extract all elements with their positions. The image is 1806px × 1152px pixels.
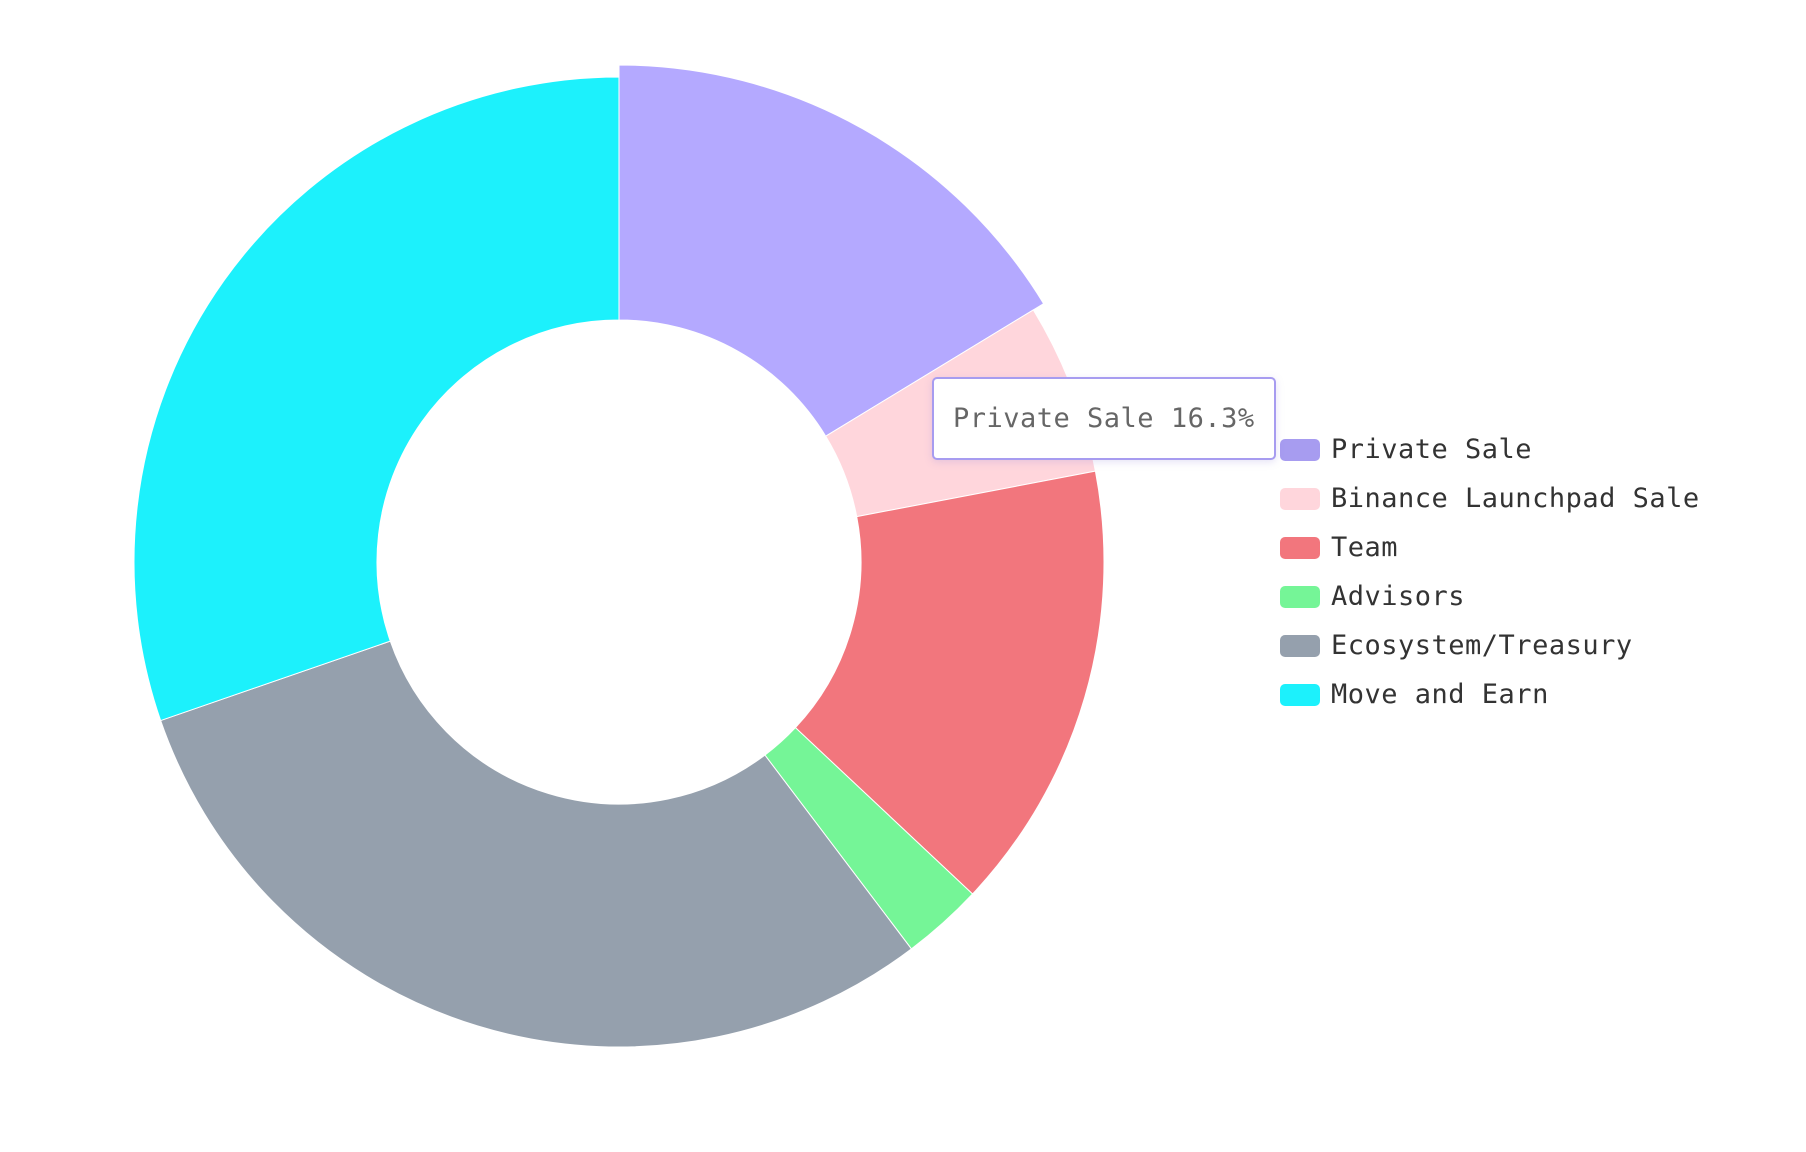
legend-swatch xyxy=(1280,585,1320,608)
legend-item-advisors[interactable]: Advisors xyxy=(1280,572,1700,621)
legend-swatch xyxy=(1280,683,1320,706)
legend-swatch xyxy=(1280,634,1320,657)
legend-item-binance-launchpad-sale[interactable]: Binance Launchpad Sale xyxy=(1280,474,1700,523)
legend-label: Binance Launchpad Sale xyxy=(1331,483,1700,514)
legend-item-private-sale[interactable]: Private Sale xyxy=(1280,425,1700,474)
legend-swatch xyxy=(1280,536,1320,559)
legend-item-move-and-earn[interactable]: Move and Earn xyxy=(1280,670,1700,719)
legend-label: Ecosystem/Treasury xyxy=(1331,630,1633,661)
slice-private-sale[interactable] xyxy=(618,64,1045,437)
slice-ecosystem-treasury[interactable] xyxy=(160,640,913,1048)
legend-label: Move and Earn xyxy=(1331,679,1549,710)
legend-label: Team xyxy=(1331,532,1399,563)
legend-label: Private Sale xyxy=(1331,434,1533,465)
tooltip-value: 16.3% xyxy=(1170,403,1255,434)
chart-legend: Private Sale Binance Launchpad Sale Team Ad… xyxy=(1280,425,1700,719)
slice-move-and-earn[interactable] xyxy=(133,76,620,722)
slice-team[interactable] xyxy=(794,470,1105,895)
legend-label: Advisors xyxy=(1331,581,1466,612)
legend-item-ecosystem-treasury[interactable]: Ecosystem/Treasury xyxy=(1280,621,1700,670)
legend-swatch xyxy=(1280,438,1320,461)
tooltip-label: Private Sale xyxy=(953,403,1155,434)
tooltip-text: Private Sale 16.3% xyxy=(953,403,1255,434)
legend-swatch xyxy=(1280,487,1320,510)
chart-tooltip: Private Sale 16.3% xyxy=(932,377,1276,460)
legend-item-team[interactable]: Team xyxy=(1280,523,1700,572)
